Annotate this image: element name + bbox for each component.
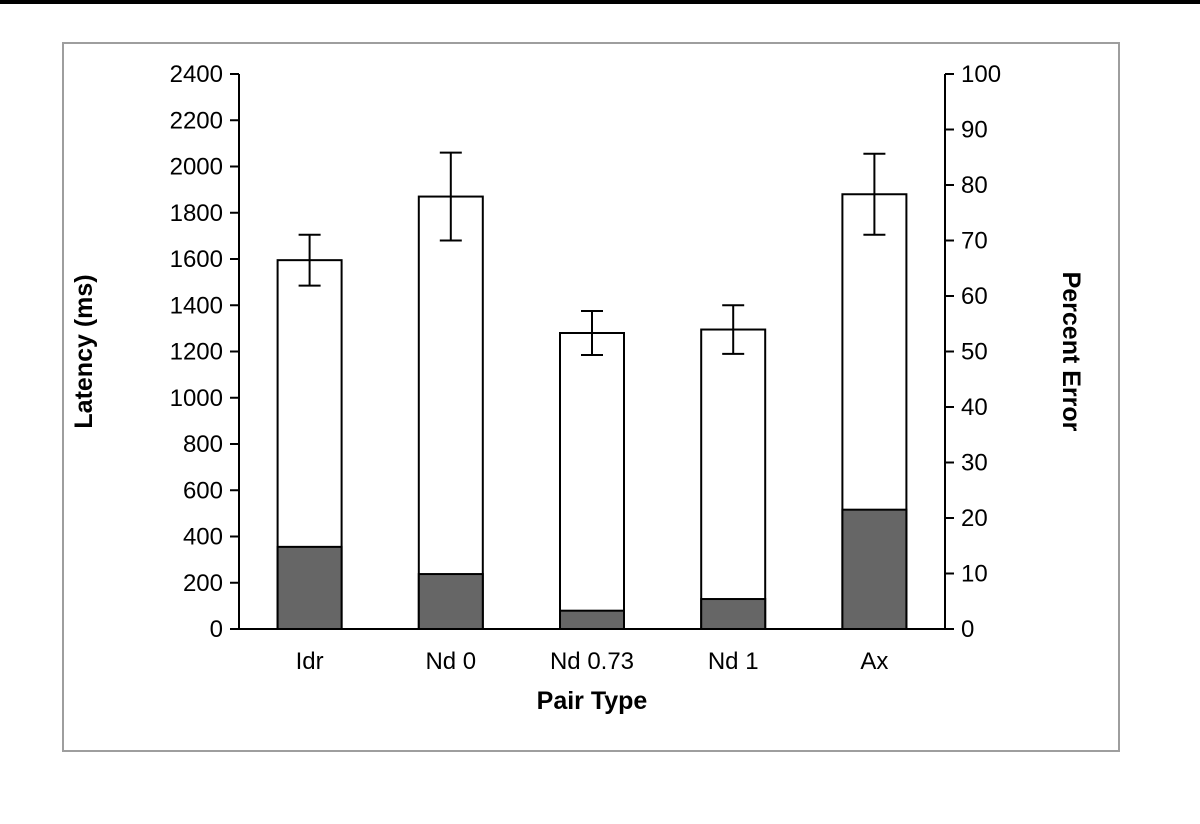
left-axis-tick-label: 1400 (170, 292, 223, 319)
right-axis-tick-label: 90 (961, 117, 988, 144)
right-axis-tick-label: 20 (961, 505, 988, 532)
left-axis-title: Latency (ms) (70, 274, 98, 428)
percent-error-bar (559, 609, 625, 630)
right-axis-tick-label: 100 (961, 61, 1001, 88)
latency-bar (700, 328, 767, 630)
latency-bar (559, 332, 625, 630)
right-axis-tick-label: 50 (961, 339, 988, 366)
latency-bar (417, 195, 484, 630)
x-category-label: Ax (860, 648, 888, 675)
right-axis-tick-label: 10 (961, 561, 988, 588)
percent-error-bar (841, 508, 908, 630)
percent-error-bar (700, 598, 767, 631)
x-category-label: Nd 0 (425, 648, 476, 675)
right-axis-tick-label: 40 (961, 394, 988, 421)
left-axis-tick-label: 2400 (170, 61, 223, 88)
left-axis-tick-label: 2200 (170, 107, 223, 134)
left-axis-tick-label: 600 (183, 477, 223, 504)
chart-frame: 0 200 400 600 800 1000 1200 1400 1600 1800 2000 220… (62, 42, 1120, 752)
percent-error-bar (276, 545, 343, 630)
right-axis-tick-label: 30 (961, 450, 988, 477)
left-axis-tick-label: 1000 (170, 385, 223, 412)
x-axis-title: Pair Type (537, 687, 648, 715)
x-category-label: Nd 1 (708, 648, 759, 675)
top-border-rule (0, 0, 1200, 4)
left-axis-tick-label: 0 (210, 616, 223, 643)
x-category-label: Idr (296, 648, 324, 675)
right-axis-title: Percent Error (1057, 272, 1085, 432)
left-axis-tick-label: 2000 (170, 154, 223, 181)
left-axis-tick-label: 1600 (170, 246, 223, 273)
right-axis-tick-label: 0 (961, 616, 974, 643)
percent-error-bar (417, 573, 484, 630)
right-axis-tick-label: 60 (961, 283, 988, 310)
right-axis-tick-label: 70 (961, 228, 988, 255)
dual-axis-bar-chart: 0200400600800100012001400160018002000220… (70, 61, 1085, 715)
left-axis-tick-label: 200 (183, 570, 223, 597)
left-axis-tick-label: 1200 (170, 339, 223, 366)
left-axis-tick-label: 400 (183, 524, 223, 551)
left-axis-tick-label: 1800 (170, 200, 223, 227)
x-category-label: Nd 0.73 (550, 648, 634, 675)
left-axis-tick-label: 800 (183, 431, 223, 458)
right-axis-tick-label: 80 (961, 172, 988, 199)
